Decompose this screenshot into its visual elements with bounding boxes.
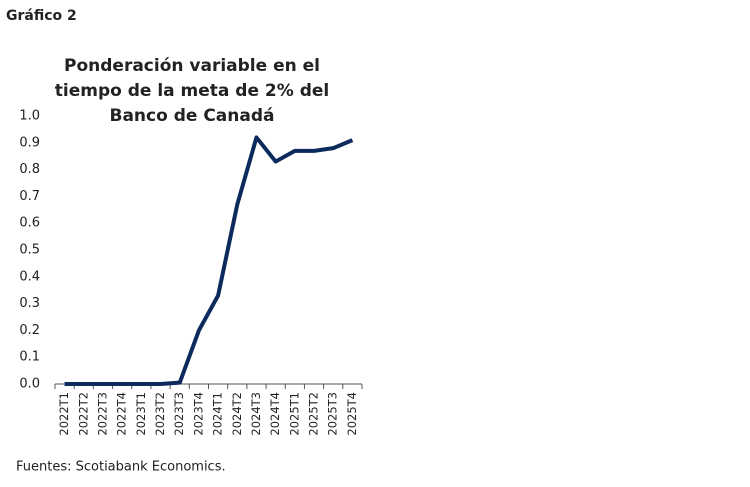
y-tick-label: 0.9 xyxy=(19,135,40,150)
y-tick-label: 0.4 xyxy=(19,269,40,284)
x-tick-label: 2022T4 xyxy=(115,392,129,436)
x-tick-label: 2023T3 xyxy=(172,392,186,436)
y-tick-label: 0.0 xyxy=(19,377,40,392)
x-tick-label: 2025T2 xyxy=(307,392,321,436)
chart-title: Ponderación variable en el xyxy=(64,56,320,76)
y-tick-label: 0.6 xyxy=(19,216,40,231)
x-tick-label: 2024T3 xyxy=(249,392,263,436)
x-tick-label: 2025T3 xyxy=(326,392,340,436)
chart-title: Banco de Canadá xyxy=(110,106,275,126)
y-tick-label: 0.5 xyxy=(19,243,40,258)
x-tick-label: 2022T1 xyxy=(57,392,71,436)
x-tick-label: 2024T1 xyxy=(211,392,225,436)
y-tick-label: 0.2 xyxy=(19,323,40,338)
y-tick-label: 0.7 xyxy=(19,189,40,204)
x-tick-label: 2024T4 xyxy=(268,392,282,436)
x-tick-label: 2025T4 xyxy=(345,392,359,436)
x-tick-label: 2022T2 xyxy=(76,392,90,436)
figure-label: Gráfico 2 xyxy=(6,8,77,24)
source: Fuentes: Scotiabank Economics. xyxy=(16,460,226,475)
x-tick-label: 2023T2 xyxy=(153,392,167,436)
y-tick-label: 0.1 xyxy=(19,350,40,365)
x-tick-label: 2025T1 xyxy=(287,392,301,436)
chart-title: tiempo de la meta de 2% del xyxy=(55,81,329,101)
x-tick-label: 2024T2 xyxy=(230,392,244,436)
y-tick-label: 0.8 xyxy=(19,162,40,177)
x-tick-label: 2023T1 xyxy=(134,392,148,436)
x-tick-label: 2023T4 xyxy=(191,392,205,436)
y-tick-label: 0.3 xyxy=(19,296,40,311)
y-tick-label: 1.0 xyxy=(19,109,40,124)
data-line xyxy=(64,135,354,386)
x-tick-label: 2022T3 xyxy=(95,392,109,436)
